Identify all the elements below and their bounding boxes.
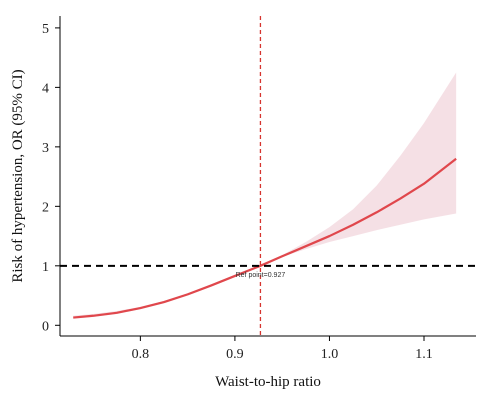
- ci-band: [73, 72, 457, 319]
- or-curve: [73, 157, 457, 319]
- x-tick-label: 0.9: [226, 347, 244, 362]
- ticks: 0 1 2 3 4 5 0.8 0.9 1.0 1.1: [42, 22, 433, 362]
- x-axis-label: Waist-to-hip ratio: [215, 374, 321, 390]
- y-tick-label: 2: [42, 200, 49, 215]
- y-tick-label: 4: [42, 81, 49, 96]
- x-tick-label: 1.1: [415, 347, 433, 362]
- x-tick-label: 0.8: [132, 347, 150, 362]
- y-tick-label: 5: [42, 22, 49, 37]
- y-tick-label: 3: [42, 141, 49, 156]
- series-layer: [73, 157, 457, 319]
- y-tick-label: 0: [42, 319, 49, 334]
- reference-lines: [60, 16, 476, 336]
- y-axis-label: Risk of hypertension, OR (95% CI): [10, 69, 26, 282]
- ref-point-annotation: Ref point=0.927: [236, 272, 286, 279]
- y-tick-label: 1: [42, 260, 49, 275]
- x-tick-label: 1.0: [321, 347, 339, 362]
- axes: [59, 16, 476, 337]
- ci-band-layer: [73, 72, 457, 319]
